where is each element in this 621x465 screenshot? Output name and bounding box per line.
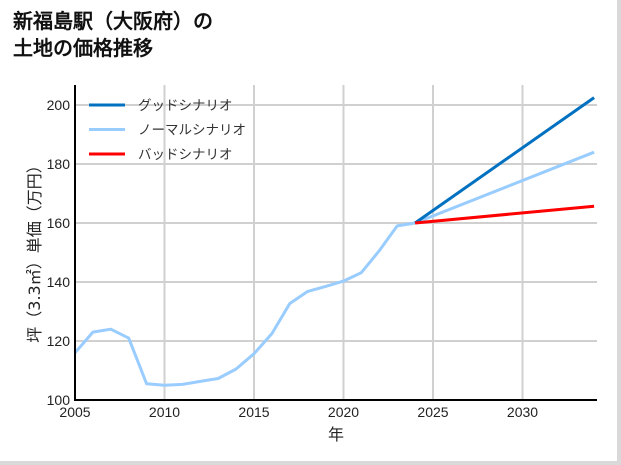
- y-tick-label: 100: [47, 392, 71, 408]
- y-tick-label: 200: [47, 97, 71, 113]
- x-tick-label: 2015: [238, 404, 269, 420]
- title-line-2: 土地の価格推移: [13, 36, 153, 60]
- y-tick-label: 120: [47, 333, 71, 349]
- title-line-1: 新福島駅（大阪府）の: [13, 9, 213, 33]
- x-tick-label: 2010: [149, 404, 180, 420]
- series-line: [73, 150, 595, 387]
- x-axis-label: 年: [328, 425, 344, 444]
- y-tick-labels: 100 120 140 160 180 200: [47, 97, 71, 408]
- series-line: [414, 204, 595, 225]
- x-tick-label: 2025: [417, 404, 448, 420]
- x-tick-labels: 2005 2010 2015 2020 2025 2030: [59, 404, 538, 420]
- x-tick-label: 2030: [507, 404, 538, 420]
- data-series: [73, 96, 595, 387]
- legend-label: バッドシナリオ: [138, 147, 233, 163]
- y-tick-label: 140: [47, 274, 71, 290]
- y-tick-label: 160: [47, 215, 71, 231]
- chart-title: 新福島駅（大阪府）の 土地の価格推移: [13, 8, 213, 62]
- x-tick-label: 2005: [59, 404, 90, 420]
- legend-label: ノーマルシナリオ: [138, 123, 246, 139]
- y-axis-label: 坪（3.3㎡）単価（万円）: [25, 157, 44, 342]
- y-tick-label: 180: [47, 156, 71, 172]
- legend-label: グッドシナリオ: [138, 98, 233, 114]
- x-tick-label: 2020: [328, 404, 359, 420]
- series-line: [414, 96, 595, 225]
